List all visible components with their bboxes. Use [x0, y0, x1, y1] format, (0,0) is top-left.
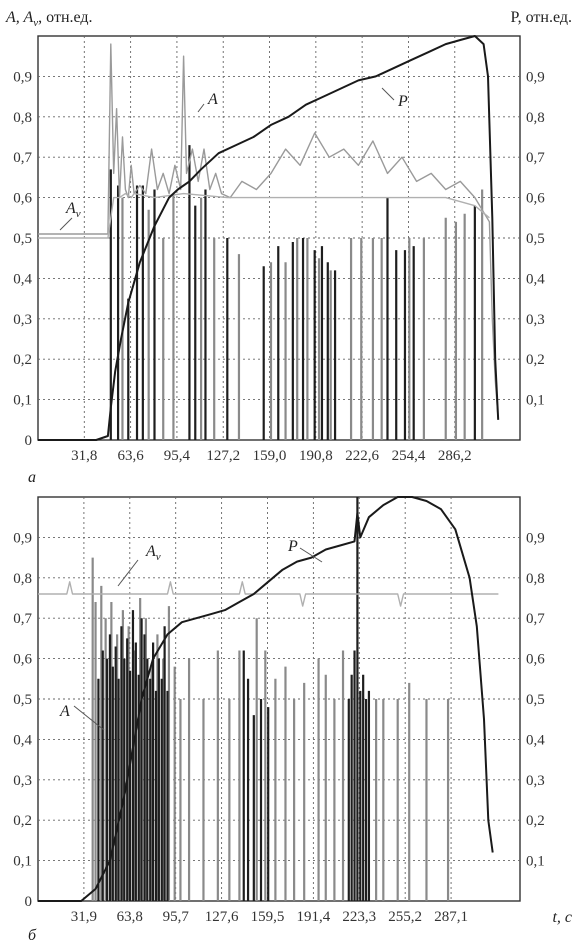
panel-a: 00,10,20,30,40,50,60,70,80,9 0,10,20,30,…	[13, 35, 545, 486]
panel-b-annotation-av-leader	[117, 559, 139, 587]
panel-a-y-ticks-right: 0,1 0,2 0,3 0,4 0,5 0,6 0,7 0,8 0,9	[526, 69, 545, 408]
y-tick-label-left: 0,5	[13, 692, 32, 708]
x-tick-label: 222,6	[345, 448, 379, 464]
series-line-av	[38, 581, 499, 607]
y-tick-label-right: 0,4	[526, 732, 545, 748]
y-tick-label-right: 0,6	[526, 191, 545, 207]
y-tick-label-left: 0,4	[13, 271, 32, 287]
panel-b-series	[38, 496, 499, 902]
y-right-axis-label: P, отн.ед.	[511, 9, 573, 26]
panel-a-series	[38, 35, 500, 441]
panel-b-annotation-p: P	[287, 538, 298, 555]
y-tick-label-right: 0,8	[526, 571, 545, 587]
panel-a-annotation-p-leader	[381, 87, 395, 101]
y-tick-label-left: 0	[25, 433, 33, 449]
panel-b-y-ticks-right: 0,1 0,2 0,3 0,4 0,5 0,6 0,7 0,8 0,9	[526, 530, 545, 869]
x-tick-label: 159,5	[251, 909, 285, 925]
y-tick-label-right: 0,4	[526, 271, 545, 287]
x-tick-label: 254,4	[392, 448, 426, 464]
x-axis-label: t, c	[552, 909, 572, 926]
panel-a-annotation-av-leader	[59, 217, 73, 231]
x-tick-label: 63,6	[117, 448, 144, 464]
panel-a-letter: а	[28, 469, 36, 486]
y-tick-label-left: 0,9	[13, 530, 32, 546]
series-line-av	[38, 192, 490, 239]
panel-a-annotation-a: A	[207, 91, 218, 108]
x-tick-label: 255,2	[388, 909, 422, 925]
y-tick-label-left: 0,8	[13, 571, 32, 587]
y-tick-label-right: 0,8	[526, 110, 545, 126]
y-tick-label-right: 0,7	[526, 611, 545, 627]
y-tick-label-left: 0,6	[13, 191, 32, 207]
y-tick-label-right: 0,2	[526, 352, 545, 368]
y-tick-label-left: 0	[25, 894, 33, 910]
y-tick-label-right: 0,2	[526, 813, 545, 829]
panel-b-x-ticks: 31,9 63,8 95,7 127,6 159,5 191,4 223,3 255,2 287…	[71, 909, 468, 925]
y-tick-label-right: 0,3	[526, 312, 545, 328]
panel-b-annotation-p-leader	[299, 547, 323, 563]
y-tick-label-left: 0,3	[13, 312, 32, 328]
panel-b-letter: б	[28, 927, 37, 942]
x-tick-label: 286,2	[438, 448, 472, 464]
series-line-p	[38, 496, 494, 902]
y-tick-label-right: 0,6	[526, 652, 545, 668]
x-tick-label: 95,7	[163, 909, 190, 925]
x-tick-label: 31,9	[71, 909, 97, 925]
y-tick-label-left: 0,2	[13, 352, 32, 368]
panel-b-annotation-a-leader	[73, 705, 105, 731]
y-tick-label-left: 0,1	[13, 393, 32, 409]
y-tick-label-left: 0,4	[13, 732, 32, 748]
panel-b-y-ticks-left: 0 0,1 0,2 0,3 0,4 0,5 0,6 0,7 0,8 0,9	[13, 530, 32, 910]
x-tick-label: 127,6	[205, 909, 239, 925]
x-tick-label: 31,8	[71, 448, 97, 464]
series-line-a	[38, 43, 499, 420]
y-tick-label-left: 0,3	[13, 773, 32, 789]
x-tick-label: 287,1	[434, 909, 468, 925]
panel-a-annotation-av: Av	[65, 200, 81, 220]
x-tick-label: 159,0	[253, 448, 287, 464]
y-tick-label-left: 0,7	[13, 150, 32, 166]
panel-b-pulses-light	[91, 557, 450, 901]
x-tick-label: 95,4	[164, 448, 191, 464]
y-tick-label-right: 0,7	[526, 150, 545, 166]
y-tick-label-left: 0,8	[13, 110, 32, 126]
y-tick-label-right: 0,9	[526, 69, 545, 85]
x-tick-label: 127,2	[206, 448, 240, 464]
x-tick-label: 190,8	[299, 448, 333, 464]
x-tick-label: 191,4	[297, 909, 331, 925]
panel-a-annotation-a-leader	[197, 103, 205, 113]
y-tick-label-left: 0,2	[13, 813, 32, 829]
y-tick-label-left: 0,7	[13, 611, 32, 627]
y-tick-label-right: 0,5	[526, 692, 545, 708]
y-tick-label-left: 0,1	[13, 854, 32, 870]
panel-a-y-ticks-left: 0 0,1 0,2 0,3 0,4 0,5 0,6 0,7 0,8 0,9	[13, 69, 32, 449]
y-tick-label-right: 0,9	[526, 530, 545, 546]
y-tick-label-right: 0,3	[526, 773, 545, 789]
panel-a-annotation-p: P	[397, 93, 408, 110]
y-tick-label-left: 0,6	[13, 652, 32, 668]
y-tick-label-right: 0,1	[526, 854, 545, 870]
x-tick-label: 63,8	[117, 909, 143, 925]
panel-b-annotation-av: Av	[145, 543, 161, 563]
panel-a-x-ticks: 31,8 63,6 95,4 127,2 159,0 190,8 222,6 254,4 286…	[71, 448, 471, 464]
series-line-p	[38, 35, 500, 441]
y-tick-label-left: 0,9	[13, 69, 32, 85]
panel-a-pulses-dark	[109, 145, 476, 440]
x-tick-label: 223,3	[342, 909, 376, 925]
y-tick-label-right: 0,5	[526, 231, 545, 247]
y-left-axis-label: A, Av, отн.ед.	[5, 9, 93, 29]
y-tick-label-left: 0,5	[13, 231, 32, 247]
panel-b-pulses-dark	[97, 497, 371, 901]
panel-b-annotation-a: A	[59, 703, 70, 720]
panel-a-pulses-light	[121, 189, 484, 440]
y-tick-label-right: 0,1	[526, 393, 545, 409]
panel-b: 00,10,20,30,40,50,60,70,80,9 0,10,20,30,…	[13, 496, 545, 942]
